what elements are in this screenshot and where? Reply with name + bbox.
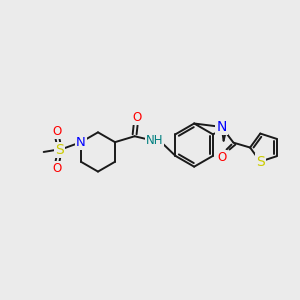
- Text: N: N: [217, 120, 227, 134]
- Text: O: O: [132, 111, 141, 124]
- Text: N: N: [76, 136, 86, 148]
- Text: S: S: [256, 154, 265, 169]
- Text: NH: NH: [146, 134, 163, 147]
- Text: O: O: [217, 151, 226, 164]
- Text: O: O: [53, 125, 62, 138]
- Text: O: O: [53, 162, 62, 175]
- Text: S: S: [55, 143, 64, 157]
